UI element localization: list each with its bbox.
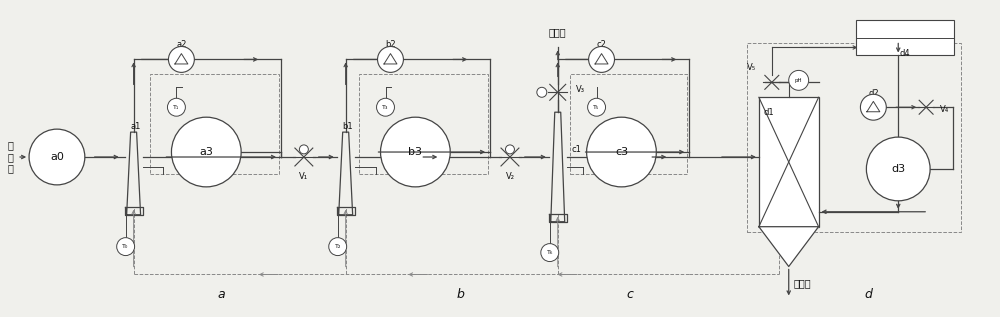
Circle shape (505, 145, 514, 154)
Text: V₁: V₁ (299, 172, 308, 181)
Circle shape (860, 94, 886, 120)
Text: V₂: V₂ (505, 172, 514, 181)
Circle shape (378, 47, 403, 72)
Circle shape (299, 145, 308, 154)
Circle shape (587, 117, 656, 187)
Polygon shape (759, 227, 819, 267)
Text: b: b (456, 288, 464, 301)
Text: T₅: T₅ (593, 105, 600, 110)
Circle shape (537, 87, 547, 97)
Text: V₃: V₃ (576, 85, 585, 94)
Circle shape (789, 70, 809, 90)
Text: c2: c2 (597, 40, 606, 49)
Text: T₀: T₀ (122, 244, 129, 249)
Text: a: a (217, 288, 225, 301)
Text: a3: a3 (199, 147, 213, 157)
Text: d1: d1 (764, 108, 774, 117)
Text: b3: b3 (408, 147, 422, 157)
Bar (759, 97, 819, 227)
Circle shape (329, 238, 347, 256)
Circle shape (168, 47, 194, 72)
Text: c1: c1 (572, 145, 582, 153)
Text: V₅: V₅ (747, 63, 756, 72)
Text: d3: d3 (891, 164, 905, 174)
Text: c3: c3 (615, 147, 628, 157)
Text: T₆: T₆ (547, 250, 553, 255)
Text: d4: d4 (900, 49, 911, 58)
Text: b1: b1 (342, 122, 353, 131)
Circle shape (866, 137, 930, 201)
Text: 去精馏: 去精馏 (794, 278, 811, 288)
Circle shape (589, 47, 614, 72)
Text: d2: d2 (868, 89, 879, 98)
Text: V₄: V₄ (940, 105, 949, 114)
Circle shape (171, 117, 241, 187)
Circle shape (588, 98, 606, 116)
Text: c: c (626, 288, 633, 301)
Circle shape (541, 244, 559, 262)
Text: a2: a2 (176, 40, 187, 49)
Text: b2: b2 (385, 40, 396, 49)
Text: T₁: T₁ (173, 105, 180, 110)
Text: 进
料
口: 进 料 口 (7, 140, 13, 174)
Text: a0: a0 (50, 152, 64, 162)
Circle shape (117, 238, 135, 256)
Text: 去分离: 去分离 (549, 28, 567, 37)
Text: T₂: T₂ (335, 244, 341, 249)
Text: a1: a1 (130, 122, 141, 131)
Circle shape (377, 98, 394, 116)
Circle shape (167, 98, 185, 116)
Circle shape (29, 129, 85, 185)
Text: T₃: T₃ (382, 105, 389, 110)
Text: pH: pH (795, 78, 802, 83)
Bar (856, 20, 954, 55)
Circle shape (381, 117, 450, 187)
Text: d: d (864, 288, 872, 301)
